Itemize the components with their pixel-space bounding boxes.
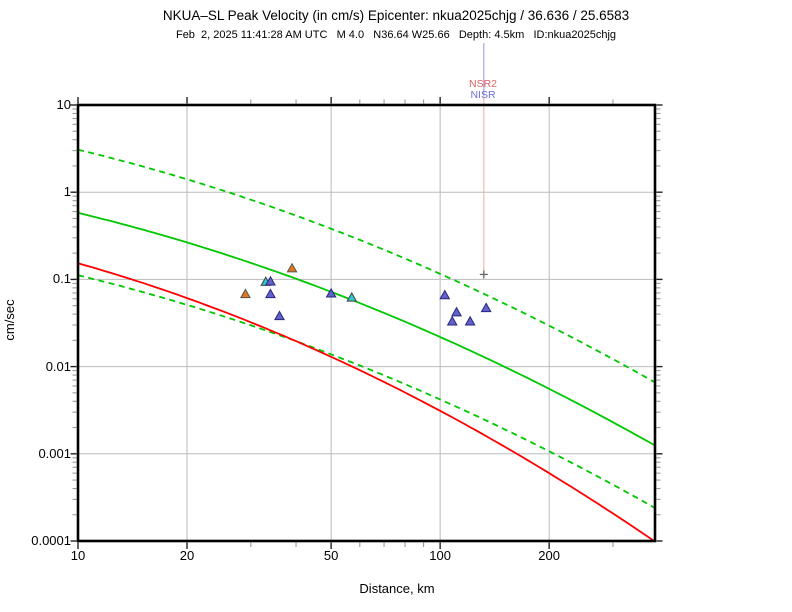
station-markers (240, 262, 492, 326)
x-tick-label-100: 100 (429, 548, 451, 563)
stations-blue-point (274, 310, 285, 321)
stations-blue-point (439, 289, 451, 300)
stations-orange-point (240, 288, 251, 299)
stations-blue-point (325, 287, 337, 298)
stations-blue-point (446, 315, 458, 326)
attenuation-curves (78, 148, 655, 541)
y-tick-label-0.0001: 0.0001 (31, 533, 71, 548)
curve-alternate-model (78, 262, 655, 541)
x-tick-label-200: 200 (538, 548, 560, 563)
stations-cyan-point (346, 291, 358, 302)
plot-frame (76, 103, 657, 543)
x-tick-label-50: 50 (323, 548, 339, 563)
y-tick-label-10: 10 (56, 97, 71, 112)
station-label-nisr: NISR (470, 89, 496, 101)
stations-orange-point (286, 262, 298, 273)
curve-median-minus-sigma (78, 274, 655, 509)
y-tick-label-0.001: 0.001 (38, 445, 71, 461)
curve-median-plus-sigma (78, 148, 655, 384)
station-cross (479, 270, 488, 279)
curve-median-attenuation (78, 211, 655, 447)
x-axis-label: Distance, km (359, 581, 435, 596)
axis-ticks (70, 97, 663, 549)
chart-title: NKUA–SL Peak Velocity (in cm/s) Epicente… (162, 8, 630, 23)
gridlines (78, 105, 655, 541)
stations-blue-point (451, 306, 463, 317)
y-tick-label-1: 1 (63, 184, 71, 200)
stations-blue-point (265, 288, 276, 299)
stations-blue-point (464, 315, 476, 326)
stations-blue-point (265, 275, 276, 286)
chart-subtitle: Feb 2, 2025 11:41:28 AM UTC M 4.0 N36.64… (175, 29, 617, 41)
x-tick-label-20: 20 (179, 548, 195, 563)
y-tick-label-0.1: 0.1 (52, 271, 71, 287)
x-tick-label-10: 10 (70, 548, 86, 563)
y-tick-label-0.01: 0.01 (45, 358, 71, 374)
station-label-nsr2: NSR2 (468, 78, 497, 90)
stations-blue-point (480, 302, 492, 313)
